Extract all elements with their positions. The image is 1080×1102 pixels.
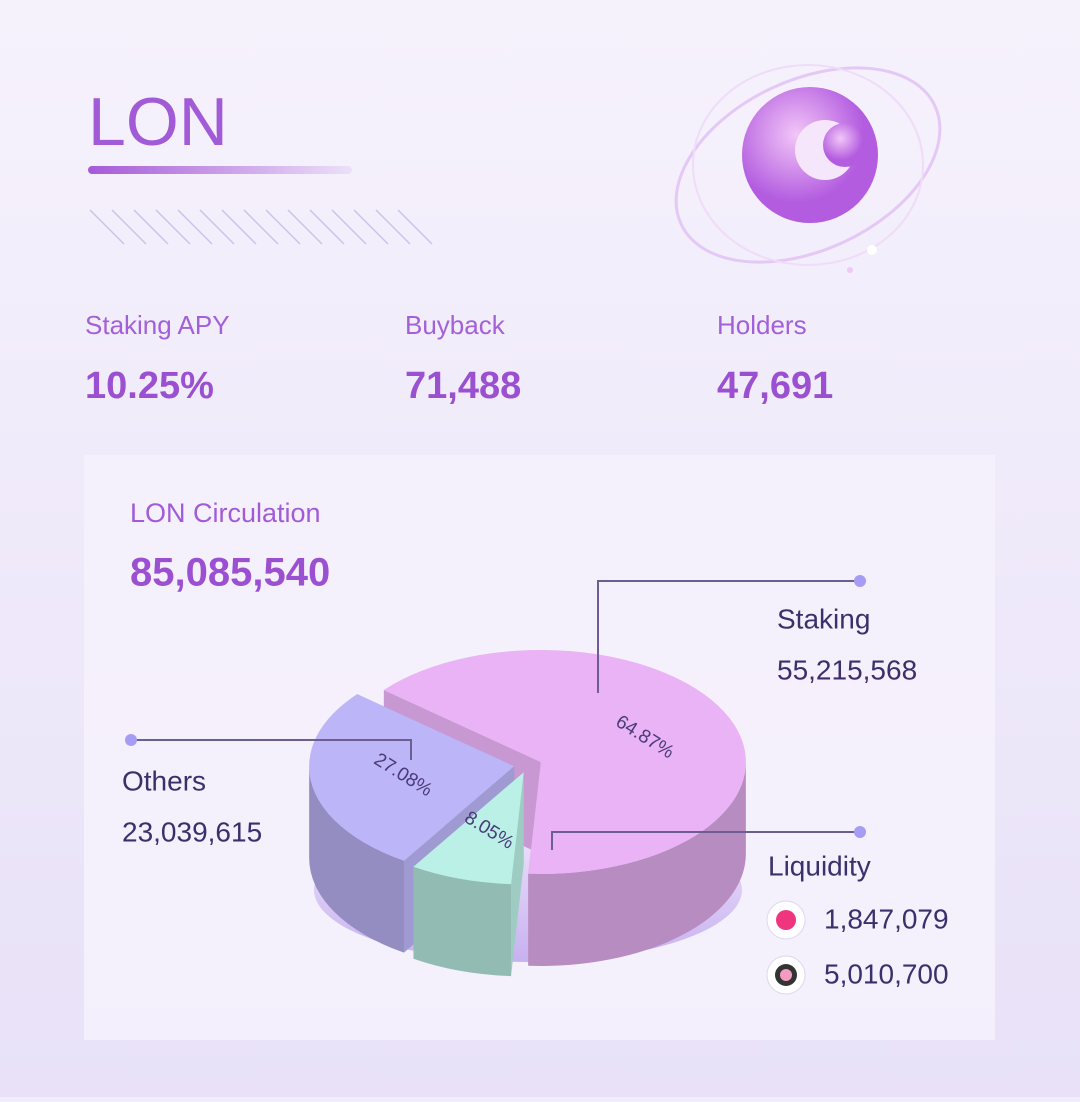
- slice-wall: [309, 766, 404, 953]
- stat-label: Holders: [717, 310, 807, 340]
- hatch-line: [111, 209, 147, 245]
- logo: [674, 64, 942, 273]
- legend-label: Staking: [777, 603, 870, 634]
- sushi-icon-mark: [780, 969, 792, 981]
- leader-dots: [125, 575, 866, 838]
- circulation-label: LON Circulation: [130, 498, 321, 528]
- slice-wall: [413, 866, 512, 977]
- stat-label: Staking APY: [85, 310, 230, 340]
- hatch-line: [243, 209, 279, 245]
- hatch-line: [331, 209, 367, 245]
- leader-lines: [131, 580, 860, 850]
- legend-label: Liquidity: [768, 850, 871, 881]
- hatch-line: [89, 209, 125, 245]
- hatch-line: [155, 209, 191, 245]
- stats: Staking APY 10.25% Buyback 71,488 Holders 47,…: [85, 310, 833, 407]
- pie-slice: [413, 772, 524, 885]
- legend-amount: 23,039,615: [122, 816, 262, 847]
- hatch-line: [375, 209, 411, 245]
- hatch-line: [287, 209, 323, 245]
- circulation-value: 85,085,540: [130, 551, 330, 595]
- uniswap-icon-mark: [776, 910, 796, 930]
- hatch-line: [221, 209, 257, 245]
- hatch-line: [353, 209, 389, 245]
- pie-slice: [309, 694, 515, 861]
- slice-wall: [528, 761, 746, 966]
- pie: 64.87%27.08%8.05%: [309, 649, 746, 977]
- legend-amount: 5,010,700: [824, 958, 949, 989]
- stat-value: 47,691: [717, 365, 833, 407]
- hatch-line: [133, 209, 169, 245]
- stat-label: Buyback: [405, 310, 506, 340]
- pie-slice: [383, 649, 746, 874]
- hatch-line: [199, 209, 235, 245]
- legend-amount: 1,847,079: [824, 903, 949, 934]
- hatch: [89, 209, 433, 245]
- hatch-line: [265, 209, 301, 245]
- legend-amount: 55,215,568: [777, 654, 917, 685]
- legend-label: Others: [122, 765, 206, 796]
- stat-value: 10.25%: [85, 365, 214, 407]
- title-underline: [88, 166, 352, 174]
- title: LON: [88, 84, 228, 160]
- hatch-line: [177, 209, 213, 245]
- hatch-line: [309, 209, 345, 245]
- stat-value: 71,488: [405, 365, 521, 407]
- hatch-line: [397, 209, 433, 245]
- legend: Staking 55,215,568 Others 23,039,615 Liq…: [122, 603, 949, 995]
